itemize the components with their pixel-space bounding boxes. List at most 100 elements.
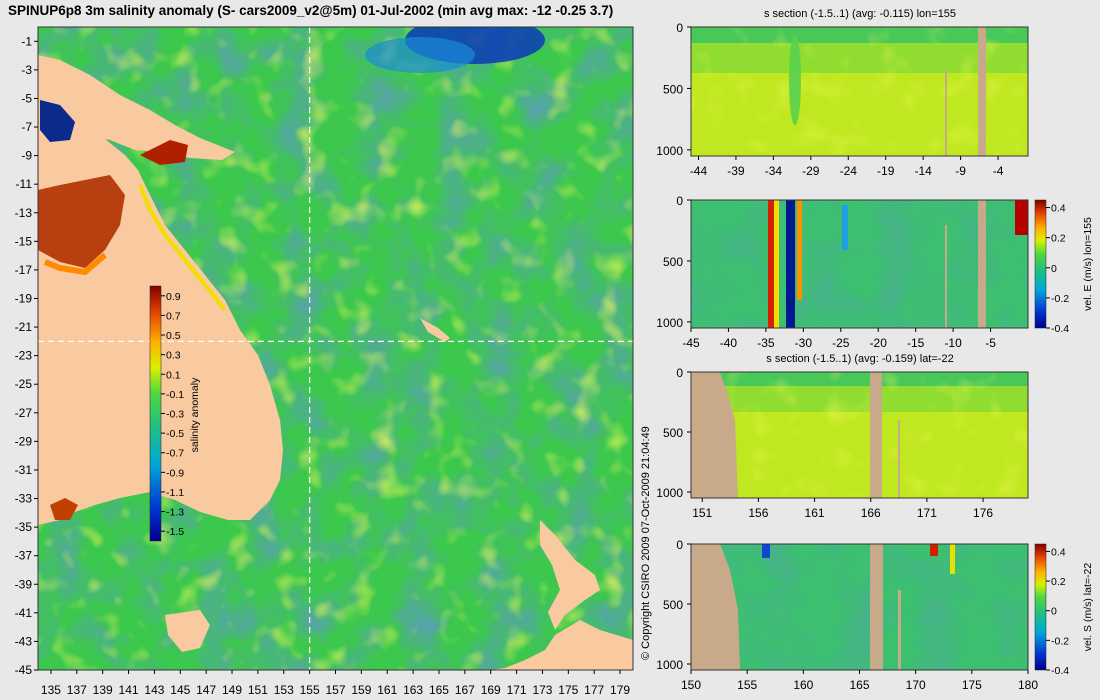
map-land-new-zealand-south [490, 620, 633, 670]
section-y-tick-label: 500 [663, 598, 683, 612]
section-x-tick-label: -25 [832, 336, 850, 350]
section2-land [978, 200, 986, 328]
map-colorbar-tick-label: 0.1 [166, 369, 181, 381]
section3-title: s section (-1.5..1) (avg: -0.159) lat=-2… [766, 353, 953, 365]
section3-land-thin [898, 420, 900, 498]
map-fly-river-plume [40, 100, 75, 142]
section-y-tick-label: 0 [676, 21, 683, 35]
section3-mottle [691, 372, 1028, 498]
section4-panel [691, 544, 1028, 670]
section-x-tick-label: -44 [690, 164, 708, 178]
section2-jet-yellow [774, 200, 779, 328]
section-x-tick-label: -34 [765, 164, 783, 178]
map-x-axis: 135 137 139 141 143 145 147 149 151 153 155 157 159 1… [41, 670, 630, 697]
map-gulf-anomaly-edge [43, 252, 107, 276]
section3-frame [690, 371, 1029, 499]
map-land-tasmania [165, 610, 210, 652]
map-panel [38, 27, 633, 670]
section1-land [978, 27, 986, 156]
section3-y-axis: 0 500 1000 [656, 366, 691, 500]
section-x-tick-label: -10 [944, 336, 962, 350]
map-spencer-anomaly [50, 498, 78, 520]
section1-mottle [691, 27, 1028, 156]
section1-panel [691, 27, 1028, 156]
section-x-tick-label: 165 [849, 678, 869, 692]
section-x-tick-label: 161 [805, 506, 825, 520]
section-colorbar-tick-label: 0.2 [1051, 233, 1066, 245]
section-x-tick-label: 151 [692, 506, 712, 520]
section-x-tick-label: 150 [681, 678, 701, 692]
map-colorbar-tick-label: -1.5 [166, 526, 184, 538]
section-y-tick-label: 500 [663, 255, 683, 269]
section1-title: s section (-1.5..1) (avg: -0.115) lon=15… [764, 8, 956, 20]
section4-x-axis: 150 155 160 165 170 175 180 [681, 670, 1038, 692]
section2-land-thin [945, 225, 947, 328]
map-y-tick-label: -15 [15, 234, 33, 248]
section-colorbar-tick-label: 0.4 [1051, 203, 1066, 215]
map-x-tick-label: 153 [274, 683, 294, 697]
map-x-tick-label: 165 [429, 683, 449, 697]
section-y-tick-label: 1000 [656, 486, 683, 500]
map-colorbar-ticks: 0.9 0.7 0.5 0.3 0.1 -0.1 -0.3 -0.5 -0.7 -0.9 -1.1 -… [161, 291, 184, 538]
section2-edge-red [1015, 200, 1028, 235]
map-colorbar-tick-label: 0.9 [166, 291, 181, 303]
map-y-tick-label: -41 [15, 606, 33, 620]
section3-land-shelf [691, 372, 738, 498]
map-x-tick-label: 173 [532, 683, 552, 697]
map-colorbar-label: salinity anomaly [189, 377, 201, 452]
section2-colorbar [1034, 199, 1047, 329]
section1-fresh-core [789, 35, 801, 125]
section-x-tick-label: 166 [861, 506, 881, 520]
section-x-tick-label: 180 [1018, 678, 1038, 692]
map-y-tick-label: -7 [21, 120, 32, 134]
section-x-tick-label: -24 [840, 164, 858, 178]
map-x-tick-label: 139 [93, 683, 113, 697]
map-y-axis: -1 -3 -5 -7 -9 -11 -13 -15 -17 -19 -21 -23 -25 -27 -29… [15, 34, 38, 677]
section4-colorbar-label: vel. S (m/s) lat=-22 [1082, 563, 1094, 652]
section2-y-axis: 0 500 1000 [656, 194, 691, 330]
section4-colorbar-ticks: 0.4 0.2 0 -0.2 -0.4 [1046, 546, 1069, 677]
section1-frame [690, 26, 1029, 157]
section2-x-axis: -45 -40 -35 -30 -25 -20 -15 -10 -5 [682, 328, 996, 350]
section-y-tick-label: 1000 [656, 144, 683, 158]
section-x-tick-label: -15 [907, 336, 925, 350]
section-x-tick-label: -40 [720, 336, 738, 350]
section2-colorbar-label: vel. E (m/s) lon=155 [1082, 217, 1094, 311]
map-x-tick-label: 135 [41, 683, 61, 697]
section4-y-axis: 0 500 1000 [656, 538, 691, 672]
map-colorbar-tick-label: 0.3 [166, 350, 181, 362]
map-x-tick-label: 147 [196, 683, 216, 697]
section-x-tick-label: -45 [682, 336, 700, 350]
section-colorbar-tick-label: -0.4 [1051, 665, 1069, 677]
section2-panel [691, 200, 1028, 328]
map-y-tick-label: -39 [15, 577, 33, 591]
map-y-tick-label: -45 [15, 663, 33, 677]
section-x-tick-label: 160 [793, 678, 813, 692]
section4-land-shelf [691, 544, 740, 670]
map-x-tick-label: 167 [455, 683, 475, 697]
map-x-tick-label: 179 [610, 683, 630, 697]
map-fresh-anomaly-north [365, 37, 475, 73]
map-colorbar-tick-label: -0.1 [166, 389, 184, 401]
section-x-tick-label: -4 [993, 164, 1004, 178]
map-x-tick-label: 161 [377, 683, 397, 697]
map-x-tick-label: 175 [558, 683, 578, 697]
section3-panel [691, 372, 1028, 498]
map-y-tick-label: -11 [16, 177, 33, 191]
section-colorbar-tick-label: 0.2 [1051, 576, 1066, 588]
figure-title: SPINUP6p8 3m salinity anomaly (S- cars20… [8, 3, 614, 18]
section2-jet-orange [797, 200, 802, 300]
map-y-tick-label: -43 [15, 634, 33, 648]
map-colorbar-tick-label: -1.1 [166, 487, 184, 499]
map-y-tick-label: -9 [21, 149, 32, 163]
map-colorbar-tick-label: -0.5 [166, 428, 184, 440]
section-x-tick-label: -35 [757, 336, 775, 350]
map-y-tick-label: -21 [15, 320, 33, 334]
map-y-tick-label: -3 [21, 63, 32, 77]
section-x-tick-label: 171 [917, 506, 937, 520]
map-y-tick-label: -5 [21, 91, 32, 105]
map-y-tick-label: -31 [15, 463, 33, 477]
section2-mottle [691, 200, 1028, 328]
section-x-tick-label: -30 [795, 336, 813, 350]
map-colorbar-tick-label: 0.7 [166, 310, 181, 322]
